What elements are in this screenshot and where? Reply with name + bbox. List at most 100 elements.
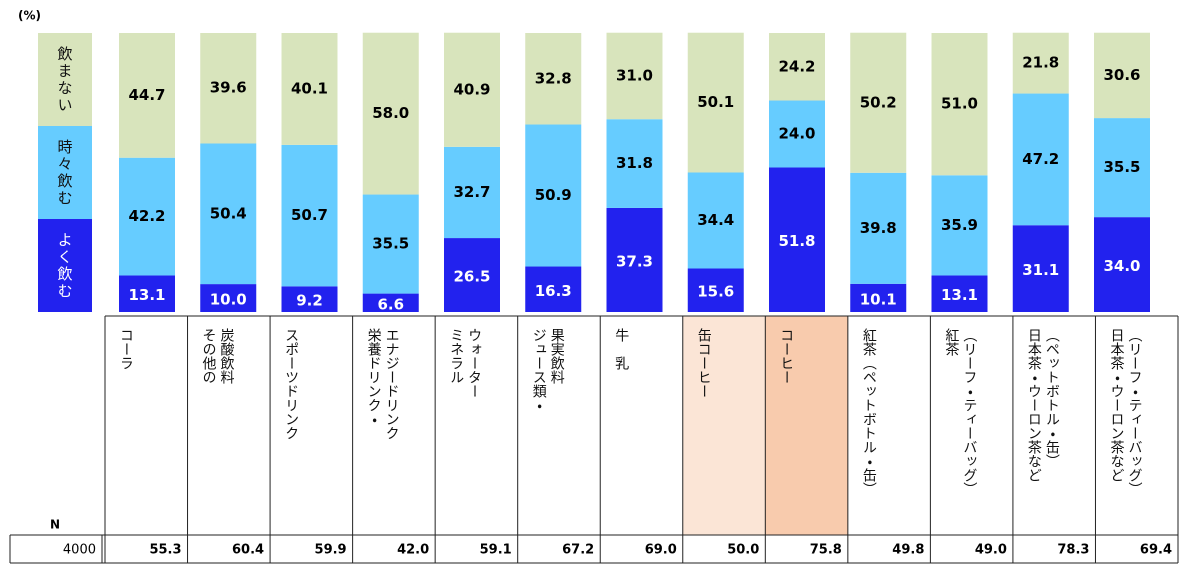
bar-segment (850, 32, 907, 173)
bar-segment (1012, 93, 1069, 226)
value-label: 39.6 (210, 79, 247, 97)
value-label: 51.0 (941, 95, 978, 113)
bar-segment (444, 238, 500, 312)
category-label: 日本茶・ウーロン茶など （リーフ・ティーバッグ） (1108, 328, 1143, 496)
value-label: 39.8 (860, 219, 897, 237)
category-label: その他の 炭酸飲料 (200, 328, 235, 384)
n-value: 69.4 (1140, 543, 1172, 558)
value-label: 37.3 (616, 252, 653, 270)
bar-segment (850, 172, 907, 284)
n-value: 78.3 (1057, 543, 1089, 558)
value-label: 58.0 (372, 104, 409, 122)
value-label: 35.9 (941, 216, 978, 234)
value-label: 21.8 (1022, 54, 1059, 72)
bar-segment (119, 275, 175, 312)
bar-segment (769, 33, 825, 101)
bar-segment (200, 33, 257, 144)
value-label: 35.5 (1103, 158, 1140, 176)
legend-entry: よく飲む (38, 219, 92, 312)
value-label: 13.1 (128, 286, 165, 304)
bar-segment (362, 194, 419, 294)
bar-segment (525, 266, 582, 312)
n-value: 67.2 (562, 543, 594, 558)
bar-segment (119, 157, 175, 276)
bar-segment (281, 144, 338, 287)
value-label: 9.2 (296, 292, 323, 310)
bar-segment (119, 33, 175, 158)
category-label: コーヒー (778, 328, 795, 384)
bar-segment (850, 283, 907, 312)
n-value: 69.0 (645, 543, 677, 558)
category-label: 缶コーヒー (695, 328, 712, 398)
legend-entry: 時々飲む (38, 126, 92, 219)
value-label: 15.6 (697, 283, 734, 301)
value-label: 13.1 (941, 286, 978, 304)
n-value: 59.9 (315, 543, 347, 558)
highlight-cell (682, 316, 766, 535)
bar-segment (1012, 225, 1069, 312)
bar-segment (606, 32, 663, 120)
value-label: 34.0 (1103, 257, 1140, 275)
bar-segment (769, 100, 825, 168)
value-label: 16.3 (535, 282, 572, 300)
value-label: 32.8 (535, 69, 572, 87)
category-label: スポーツドリンク (283, 328, 300, 440)
bar-segment (769, 167, 825, 312)
category-label: 牛 乳 (613, 328, 630, 370)
n-header: N (50, 518, 60, 532)
bar-segment (1094, 32, 1150, 119)
n-value: 42.0 (397, 543, 429, 558)
bar-segment (525, 124, 582, 267)
value-label: 42.2 (128, 207, 165, 225)
category-label: 紅茶（ペットボトル・缶） (860, 328, 877, 496)
category-label: ジュース類・ 果実飲料 (530, 328, 565, 412)
category-label: コーラ (118, 328, 134, 370)
category-label: ミネラル ウォーター (448, 328, 483, 398)
value-label: 26.5 (453, 268, 490, 286)
value-label: 30.6 (1103, 66, 1140, 84)
bar-segment (931, 275, 988, 312)
value-label: 47.2 (1022, 150, 1059, 168)
bar-segment (200, 284, 257, 312)
bar-segment (281, 286, 338, 312)
value-label: 24.2 (778, 57, 815, 75)
bar-segment (1094, 118, 1150, 218)
bar-segment (444, 32, 500, 147)
legend-entry: 飲まない (38, 33, 92, 126)
unit-label: (%) (18, 9, 41, 23)
value-label: 31.1 (1022, 261, 1059, 279)
bar-segment (200, 143, 257, 285)
bar-segment (931, 175, 988, 276)
value-label: 31.8 (616, 154, 653, 172)
value-label: 40.9 (453, 80, 490, 98)
value-label: 50.7 (291, 206, 328, 224)
bar-segment (687, 268, 744, 312)
n-value: 50.0 (727, 543, 759, 558)
bar-segment (1094, 217, 1150, 312)
value-label: 24.0 (778, 124, 815, 142)
bar-segment (362, 32, 419, 195)
n-value: 75.8 (810, 543, 842, 558)
n-value: 49.0 (975, 543, 1007, 558)
bar-segment (687, 172, 744, 269)
n-value: 55.3 (149, 543, 181, 558)
value-label: 34.4 (697, 211, 734, 229)
bar-segment (931, 33, 988, 176)
category-label: 日本茶・ウーロン茶など （ペットボトル・缶） (1025, 328, 1060, 482)
bar-segment (606, 207, 663, 312)
bar-segment (362, 293, 419, 312)
value-label: 10.1 (860, 290, 897, 308)
value-label: 32.7 (453, 183, 490, 201)
n-total: 4000 (63, 543, 96, 558)
bar-segment (1012, 32, 1069, 94)
value-label: 50.2 (860, 93, 897, 111)
category-label: 栄養ドリンク・ エナジードリンク (365, 328, 400, 440)
category-label: 紅茶 （リーフ・ティーバッグ） (943, 328, 978, 496)
n-value: 59.1 (480, 543, 512, 558)
value-label: 6.6 (377, 295, 404, 313)
value-label: 50.1 (697, 93, 734, 111)
bar-segment (444, 146, 500, 239)
bar-segment (281, 33, 338, 145)
